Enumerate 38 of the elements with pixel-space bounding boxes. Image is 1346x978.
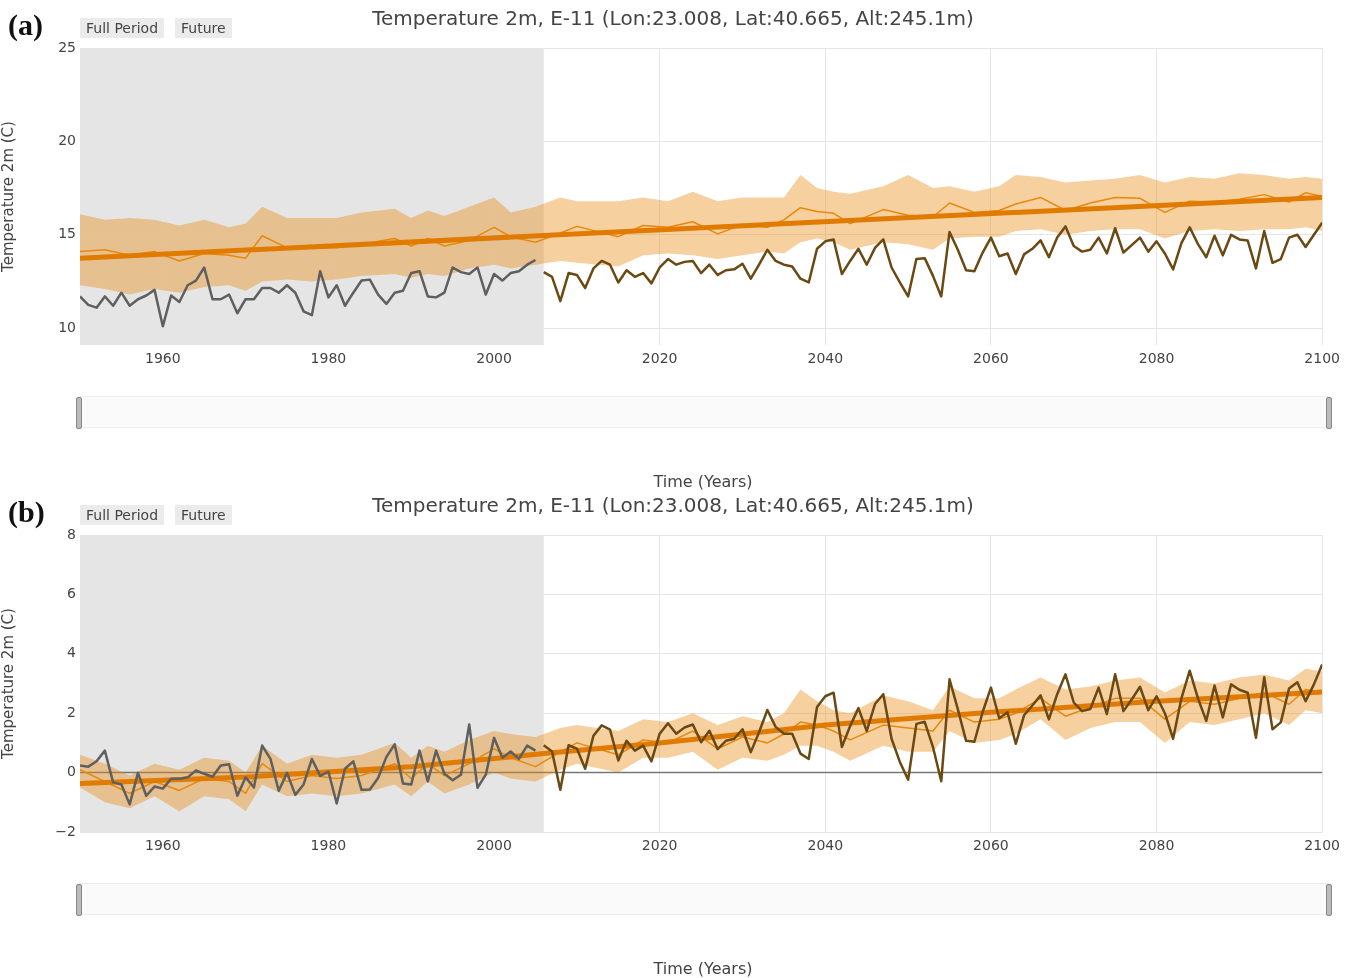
- y-tick-label: 25: [58, 38, 76, 55]
- x-tick-label: 2000: [476, 837, 512, 854]
- y-tick-label: 0: [67, 763, 76, 780]
- x-tick-label: 2060: [973, 837, 1009, 854]
- x-tick-label: 2100: [1304, 837, 1341, 854]
- x-tick-label: 2080: [1138, 837, 1175, 854]
- y-tick-label: 20: [58, 132, 76, 149]
- x-tick-label: 2040: [807, 350, 844, 367]
- x-axis-title: Time (Years): [652, 472, 754, 491]
- y-tick-label: −2: [55, 822, 76, 839]
- y-tick-label: 15: [58, 225, 76, 242]
- x-tick-label: 2100: [1304, 350, 1341, 367]
- chart-title: Temperature 2m, E-11 (Lon:23.008, Lat:40.665, Alt:245.1m): [372, 493, 974, 517]
- x-tick-label: 2020: [641, 837, 678, 854]
- text: (a): [8, 8, 43, 42]
- x-tick-label: 2060: [973, 350, 1009, 367]
- x-tick-label: 1960: [144, 837, 181, 854]
- text: Future: [175, 18, 232, 38]
- y-tick-label: 8: [67, 525, 76, 542]
- x-tick-label: 2020: [641, 350, 678, 367]
- x-tick-label: 2040: [807, 837, 844, 854]
- y-tick-label: 6: [67, 585, 77, 602]
- x-tick-label: 2000: [476, 350, 512, 367]
- y-tick-label: 4: [67, 644, 77, 661]
- x-axis-title: Time (Years): [652, 959, 754, 978]
- text: Full Period: [80, 505, 165, 525]
- chart-title: Temperature 2m, E-11 (Lon:23.008, Lat:40.665, Alt:245.1m): [372, 6, 974, 30]
- y-tick-label: 10: [58, 318, 76, 335]
- x-tick-label: 1980: [310, 350, 347, 367]
- x-tick-label: 1980: [310, 837, 347, 854]
- x-tick-label: 1960: [144, 350, 181, 367]
- x-tick-label: 2080: [1138, 350, 1175, 367]
- text: Future: [175, 505, 232, 525]
- y-axis-title: Temperature 2m (C): [0, 121, 17, 273]
- text: Full Period: [80, 18, 165, 38]
- y-tick-label: 2: [67, 703, 76, 720]
- y-axis-title: Temperature 2m (C): [0, 608, 17, 760]
- text: (b): [8, 495, 45, 529]
